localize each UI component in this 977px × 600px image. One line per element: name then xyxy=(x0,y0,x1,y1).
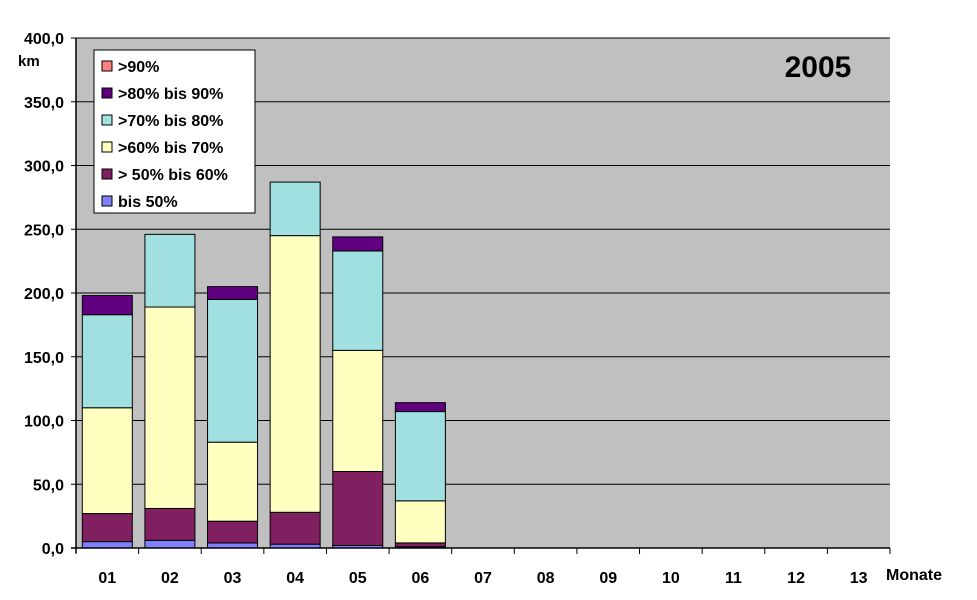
y-tick-label: 400,0 xyxy=(24,31,64,48)
bar-segment xyxy=(81,407,133,515)
bar-segment xyxy=(207,520,259,544)
x-tick-label: 05 xyxy=(349,570,367,587)
x-tick-label: 04 xyxy=(286,570,304,587)
x-tick-label: 10 xyxy=(662,570,680,587)
x-tick-label: 09 xyxy=(599,570,617,587)
x-tick-label: 11 xyxy=(725,570,742,587)
legend-swatch xyxy=(101,114,113,126)
y-tick-label: 150,0 xyxy=(24,350,64,367)
bar-segment xyxy=(394,500,446,544)
y-axis-unit: km xyxy=(18,53,40,70)
bar-segment xyxy=(269,511,321,545)
legend-swatch xyxy=(101,141,113,153)
x-tick-label: 03 xyxy=(224,570,242,587)
bar-segment xyxy=(81,541,133,549)
y-tick-label: 0,0 xyxy=(42,541,64,558)
bar-segment xyxy=(81,513,133,543)
x-axis-label: Monate xyxy=(886,567,942,584)
bar-segment xyxy=(207,286,259,300)
bar-segment xyxy=(394,542,446,548)
x-tick-label: 06 xyxy=(411,570,429,587)
y-tick-label: 200,0 xyxy=(24,286,64,303)
bar-segment xyxy=(207,542,259,549)
legend-swatch xyxy=(101,168,113,180)
chart-title: 2005 xyxy=(785,51,852,84)
bar-segment xyxy=(394,411,446,502)
bar-segment xyxy=(144,306,196,509)
x-tick-label: 01 xyxy=(98,570,116,587)
bar-segment xyxy=(332,471,384,546)
bar-segment xyxy=(144,233,196,308)
x-tick-labels: 01 02 03 04 05 06 07 08 09 10 11 12 13 xyxy=(98,570,867,587)
bar-stacks xyxy=(81,181,446,549)
y-tick-label: 100,0 xyxy=(24,414,64,431)
x-tick-label: 08 xyxy=(537,570,555,587)
bar-segment xyxy=(332,236,384,252)
bar-segment xyxy=(207,441,259,522)
legend-swatch xyxy=(101,195,113,207)
y-tick-label: 250,0 xyxy=(24,222,64,239)
y-tick-labels: 0,0 50,0 100,0 150,0 200,0 250,0 300,0 350,0 400… xyxy=(24,31,64,558)
legend-label: >60% bis 70% xyxy=(118,140,223,157)
bar-segment xyxy=(269,235,321,513)
bar-segment xyxy=(81,295,133,316)
x-tick-label: 07 xyxy=(474,570,492,587)
legend-label: >80% bis 90% xyxy=(118,86,223,103)
y-tick-label: 300,0 xyxy=(24,159,64,176)
bar-segment xyxy=(144,539,196,549)
x-tick-label: 02 xyxy=(161,570,179,587)
legend: >90% >80% bis 90% >70% bis 80% >60% bis 70%… xyxy=(93,49,256,214)
legend-swatch xyxy=(101,87,113,99)
x-tick-label: 12 xyxy=(787,570,805,587)
bar-segment xyxy=(207,298,259,443)
legend-label: >90% xyxy=(118,59,159,76)
bar-segment xyxy=(144,507,196,541)
bar-segment xyxy=(269,181,321,237)
legend-swatch xyxy=(101,60,113,72)
legend-label: > 50% bis 60% xyxy=(118,167,228,184)
y-tick-label: 350,0 xyxy=(24,95,64,112)
legend-label: >70% bis 80% xyxy=(118,113,223,130)
bar-segment xyxy=(332,250,384,351)
legend-box xyxy=(93,49,256,214)
axes xyxy=(71,37,891,554)
bar-segment xyxy=(81,314,133,409)
x-tick-label: 13 xyxy=(850,570,868,587)
bar-segment xyxy=(332,349,384,472)
legend-label: bis 50% xyxy=(118,194,178,211)
y-tick-label: 50,0 xyxy=(33,477,64,494)
bar-segment xyxy=(394,402,446,413)
